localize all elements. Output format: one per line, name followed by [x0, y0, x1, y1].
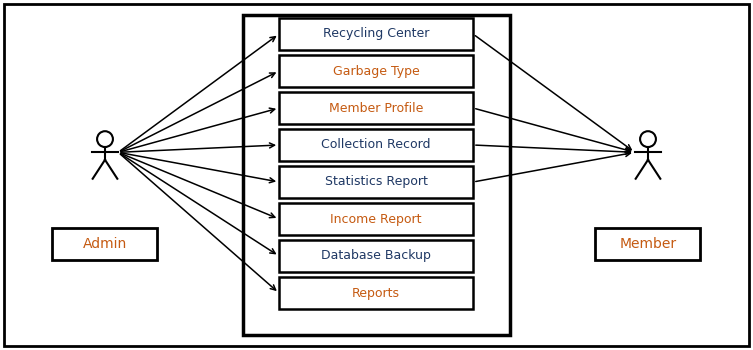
- Bar: [279, 129, 473, 161]
- Bar: [279, 240, 473, 272]
- Bar: [279, 166, 473, 198]
- Bar: [279, 277, 473, 309]
- Bar: [279, 203, 473, 235]
- Text: Database Backup: Database Backup: [321, 250, 431, 262]
- Bar: [279, 55, 473, 87]
- Text: Member Profile: Member Profile: [329, 102, 423, 114]
- Text: Garbage Type: Garbage Type: [333, 64, 419, 77]
- Text: Member: Member: [620, 237, 676, 251]
- Text: Admin: Admin: [83, 237, 127, 251]
- Bar: [279, 92, 473, 124]
- Text: Collection Record: Collection Record: [322, 139, 431, 152]
- Bar: [279, 18, 473, 50]
- Text: Income Report: Income Report: [331, 212, 422, 225]
- Text: Recycling Center: Recycling Center: [323, 28, 429, 41]
- Text: Statistics Report: Statistics Report: [325, 175, 428, 189]
- Bar: [596, 228, 700, 260]
- Bar: [53, 228, 157, 260]
- Bar: [243, 15, 510, 335]
- Text: Reports: Reports: [352, 287, 400, 300]
